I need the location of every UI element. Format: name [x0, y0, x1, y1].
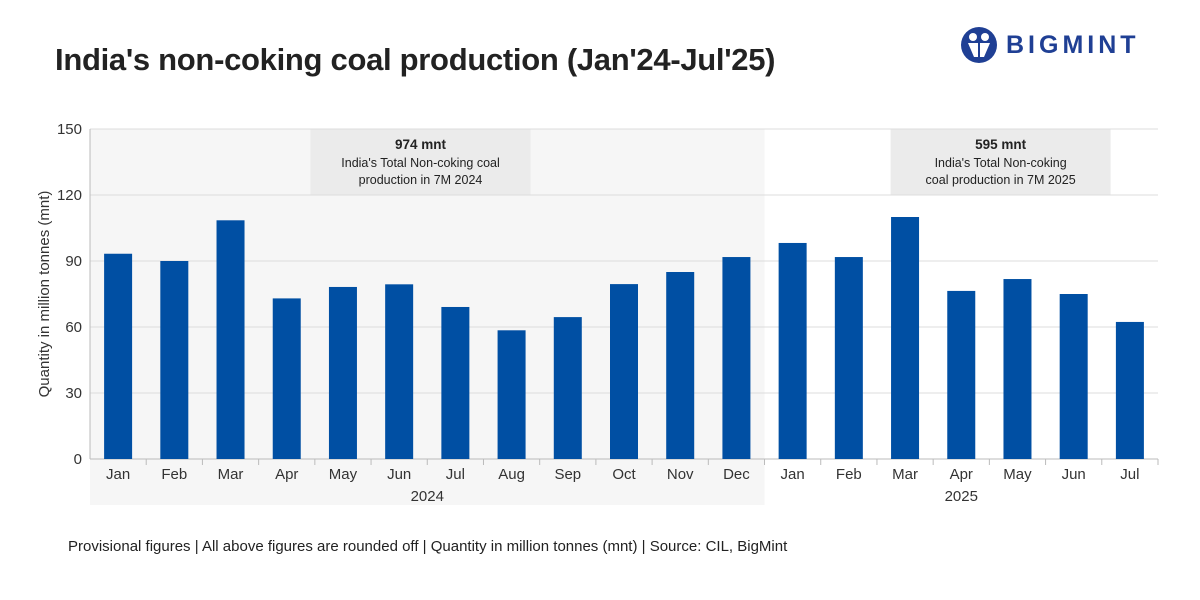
- bar-sep-8: [553, 317, 582, 459]
- annotation-value-2024: 974 mnt: [395, 137, 447, 152]
- x-tick-label: Jun: [1062, 466, 1086, 483]
- x-tick-label: Apr: [275, 466, 298, 483]
- y-tick-label: 30: [65, 385, 82, 402]
- bar-jun-17: [1059, 294, 1088, 459]
- x-tick-label: Mar: [218, 466, 244, 483]
- x-tick-label: Feb: [161, 466, 187, 483]
- annotation-box-2024: [310, 129, 531, 195]
- chart-title: India's non-coking coal production (Jan'…: [55, 42, 776, 77]
- x-tick-label: Jul: [1120, 466, 1139, 483]
- bar-dec-11: [722, 257, 751, 459]
- logo-icon: [961, 27, 997, 63]
- annotation-box-2025: [890, 129, 1111, 195]
- x-tick-label: May: [329, 466, 358, 483]
- bar-mar-14: [891, 217, 920, 459]
- y-tick-label: 120: [57, 187, 82, 204]
- y-tick-label: 150: [57, 121, 82, 138]
- x-tick-label: Jun: [387, 466, 411, 483]
- bar-may-4: [328, 286, 357, 459]
- annotation-text-2024: India's Total Non-coking coal: [341, 156, 500, 170]
- y-axis-title: Quantity in million tonnes (mnt): [36, 191, 53, 398]
- bigmint-logo: BIGMINT: [960, 26, 1140, 64]
- x-tick-label: Jan: [106, 466, 130, 483]
- bar-mar-2: [216, 220, 245, 459]
- bar-oct-9: [610, 284, 638, 459]
- x-tick-label: Jan: [781, 466, 805, 483]
- group-label-2025: 2025: [945, 488, 978, 505]
- footer-note: Provisional figures | All above figures …: [68, 538, 788, 555]
- y-tick-label: 60: [65, 319, 82, 336]
- logo-text: BIGMINT: [1006, 30, 1140, 59]
- x-tick-label: Oct: [612, 466, 636, 483]
- bar-jul-18: [1115, 321, 1144, 459]
- bar-jan-0: [104, 253, 133, 459]
- bar-may-16: [1003, 279, 1032, 459]
- annotation-text-2025: India's Total Non-coking: [935, 156, 1067, 170]
- x-tick-label: Apr: [950, 466, 973, 483]
- x-tick-label: Aug: [498, 466, 525, 483]
- bar-feb-1: [160, 261, 189, 459]
- annotation-value-2025: 595 mnt: [975, 137, 1027, 152]
- x-tick-label: Jul: [446, 466, 465, 483]
- bar-apr-3: [272, 298, 301, 459]
- x-tick-label: Nov: [667, 466, 694, 483]
- group-label-2024: 2024: [411, 488, 444, 505]
- x-tick-label: May: [1003, 466, 1032, 483]
- bar-feb-13: [834, 257, 863, 459]
- bar-jul-6: [441, 306, 470, 459]
- annotation-text-2025: coal production in 7M 2025: [926, 173, 1076, 187]
- y-tick-label: 0: [74, 451, 82, 468]
- bar-apr-15: [947, 290, 976, 459]
- x-tick-label: Sep: [554, 466, 581, 483]
- x-tick-label: Feb: [836, 466, 862, 483]
- annotation-text-2024: production in 7M 2024: [359, 173, 483, 187]
- y-tick-label: 90: [65, 253, 82, 270]
- bar-jun-5: [385, 284, 414, 459]
- bar-jan-12: [778, 242, 807, 459]
- bar-aug-7: [497, 330, 526, 459]
- bar-nov-10: [666, 272, 695, 459]
- x-tick-label: Mar: [892, 466, 918, 483]
- x-tick-label: Dec: [723, 466, 750, 483]
